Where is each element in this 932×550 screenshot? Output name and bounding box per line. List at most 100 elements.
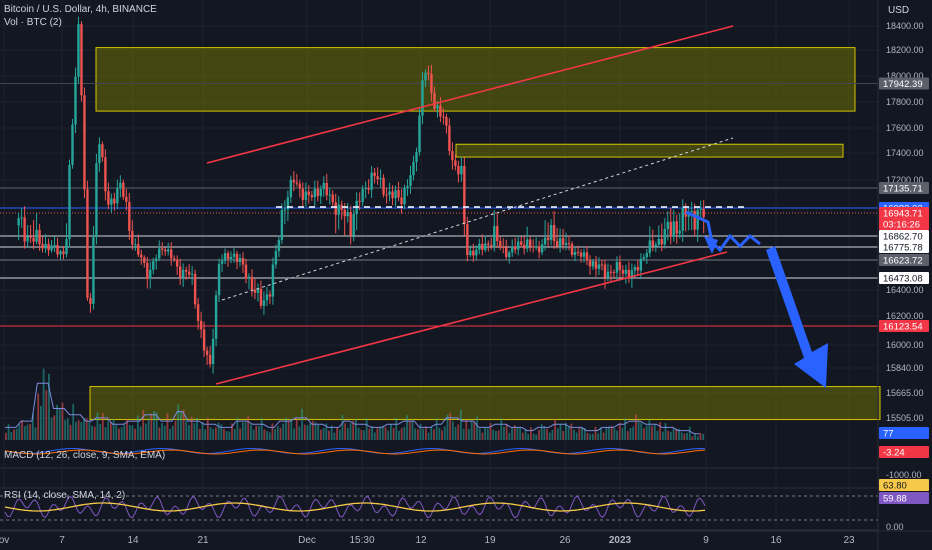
candle-body xyxy=(519,241,523,245)
candle-body xyxy=(74,76,77,125)
time-axis[interactable]: ov 7 14 21 Dec 15:30 12 19 26 2023 9 16 23 xyxy=(0,530,932,546)
candle-body xyxy=(382,177,385,195)
volume-bar xyxy=(460,409,462,440)
volume-bar xyxy=(180,411,182,440)
candle-body xyxy=(508,252,511,257)
candle-body xyxy=(211,338,215,365)
candle-body xyxy=(137,244,140,255)
volume-value-label-bg xyxy=(879,427,929,439)
volume-bar xyxy=(274,429,277,440)
candle-body xyxy=(409,175,412,187)
grid-lines xyxy=(0,0,878,530)
volume-bar xyxy=(5,432,7,440)
volume-bar xyxy=(551,429,554,440)
volume-bar xyxy=(686,432,688,440)
candle-body xyxy=(53,245,56,247)
volume-bar xyxy=(198,428,201,440)
price-label-bg xyxy=(879,182,929,194)
candle-body xyxy=(609,271,613,273)
volume-bar xyxy=(155,412,158,440)
volume-bar xyxy=(37,393,40,440)
volume-bar xyxy=(314,422,317,440)
price-label: 16473.08 xyxy=(883,274,923,285)
candle-body xyxy=(295,182,299,184)
volume-bar xyxy=(635,414,637,440)
macd-legend[interactable]: MACD (12, 26, close, 9, SMA, EMA) xyxy=(4,450,166,461)
candle-body xyxy=(484,243,487,250)
candle-body xyxy=(134,244,137,246)
candle-body xyxy=(702,208,705,218)
volume-bar xyxy=(524,429,527,440)
volume-bar xyxy=(80,422,83,440)
volume-bar xyxy=(608,426,610,440)
volume-bar xyxy=(110,422,112,440)
volume-bar xyxy=(346,427,349,440)
rsi-ma-value-label: 63.80 xyxy=(883,481,907,492)
volume-bar xyxy=(336,427,338,440)
time-tick-label: 12 xyxy=(415,535,427,546)
volume-bar xyxy=(45,390,48,440)
price-label-bg xyxy=(879,207,929,219)
rsi-ma-line xyxy=(4,502,706,512)
volume-bar xyxy=(667,430,670,440)
candle-body xyxy=(262,300,266,306)
candle-body xyxy=(113,198,116,204)
volume-bar xyxy=(672,428,675,440)
candle-body xyxy=(558,238,562,247)
volume-bar xyxy=(303,424,306,440)
symbol-legend[interactable]: Bitcoin / U.S. Dollar, 4h, BINANCE xyxy=(4,4,157,15)
volume-bar xyxy=(231,423,233,440)
price-axis[interactable]: 18400.00 18200.00 18000.00 17800.00 17600.00… xyxy=(877,0,929,550)
candle-body xyxy=(65,238,68,255)
candle-body xyxy=(522,244,526,249)
volume-bar xyxy=(145,423,147,440)
volume-bar xyxy=(578,427,581,440)
volume-bar xyxy=(556,428,559,440)
time-tick-label: 15:30 xyxy=(349,535,374,546)
candle-body xyxy=(418,115,421,152)
candle-body xyxy=(561,238,565,245)
rsi-legend[interactable]: RSI (14, close, SMA, 14, 2) xyxy=(4,490,126,501)
candle-body xyxy=(238,258,242,262)
volume-bar xyxy=(548,432,551,440)
candle-body xyxy=(268,294,272,297)
candle-body xyxy=(552,225,556,242)
volume-bar xyxy=(83,418,85,440)
candle-body xyxy=(277,239,281,251)
candle-body xyxy=(439,105,442,117)
volume-bar xyxy=(88,421,91,440)
volume-bar xyxy=(58,407,61,440)
volume-bar xyxy=(363,430,365,440)
time-tick-label: 9 xyxy=(703,535,709,546)
volume-legend[interactable]: Vol · BTC (2) xyxy=(4,17,62,28)
volume-bar xyxy=(322,428,325,440)
candle-body xyxy=(319,189,322,197)
volume-bar xyxy=(591,434,594,440)
volume-bar xyxy=(349,423,352,440)
candle-body xyxy=(178,266,182,278)
candle-body xyxy=(642,257,646,259)
volume-bar xyxy=(158,427,161,440)
candle-body xyxy=(367,188,370,190)
candle-body xyxy=(122,182,125,197)
candle-body xyxy=(80,24,83,96)
macd-axis-tick: -1000.00 xyxy=(886,470,922,480)
volume-bar xyxy=(10,431,13,440)
candle-body xyxy=(110,198,113,205)
volume-bar xyxy=(581,426,583,440)
volume-bar xyxy=(500,418,503,440)
candle-body xyxy=(169,249,173,259)
volume-bar xyxy=(18,424,21,440)
candle-body xyxy=(83,95,86,190)
volume-bar xyxy=(451,421,454,440)
volume-bar xyxy=(521,432,524,440)
volume-bar xyxy=(215,427,217,440)
candle-body xyxy=(235,253,239,262)
candle-body xyxy=(193,273,197,305)
volume-bar xyxy=(298,426,301,440)
candle-body xyxy=(499,241,502,247)
volume-bar xyxy=(252,429,255,440)
candle-body xyxy=(457,165,460,175)
price-tick-label: 15505.00 xyxy=(886,413,924,423)
